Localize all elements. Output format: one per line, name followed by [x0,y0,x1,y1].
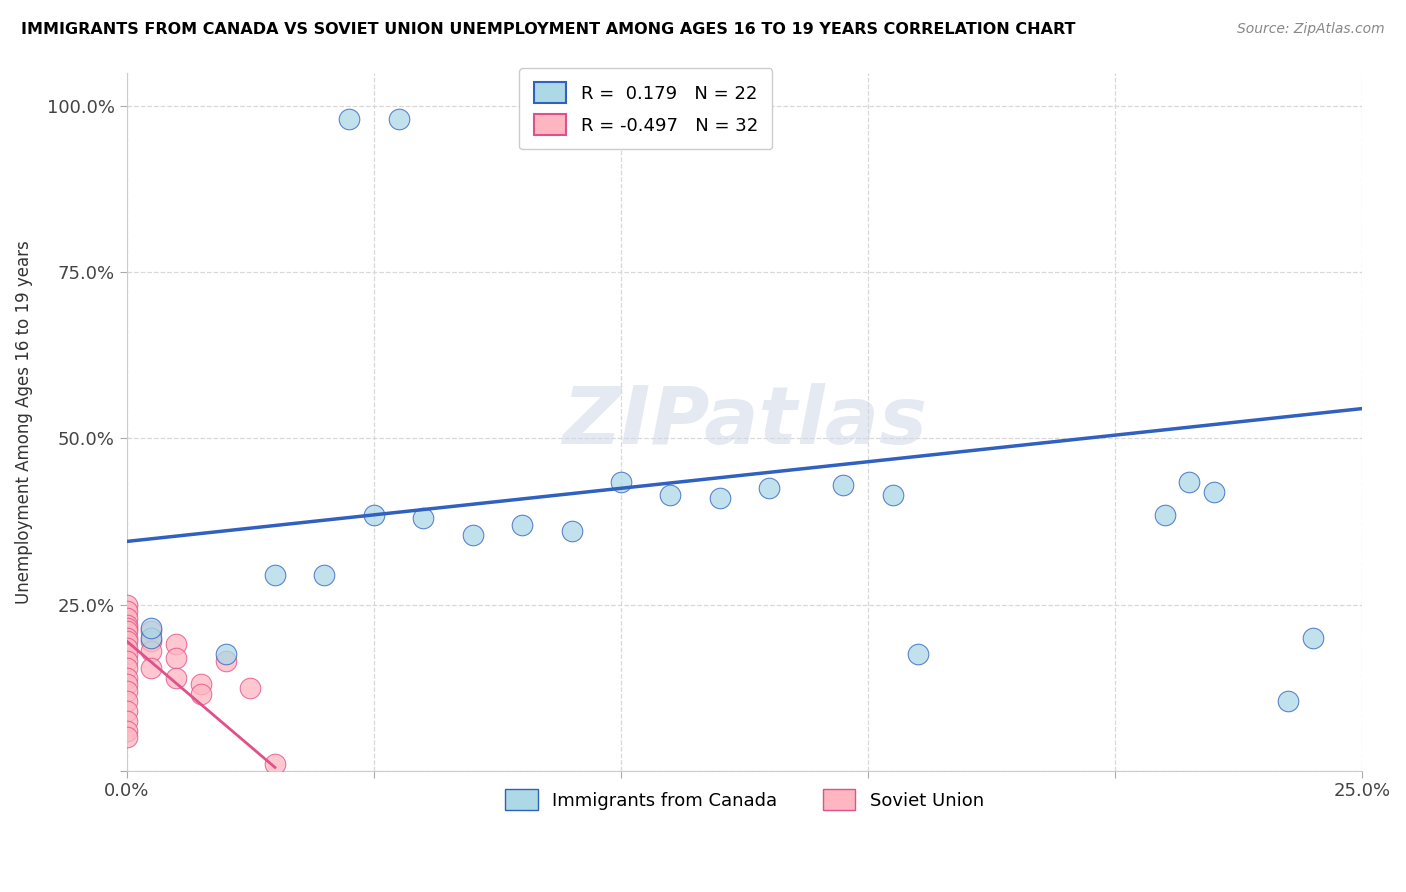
Point [115,611,138,625]
Point [461,528,484,542]
Point [115,677,138,691]
Point [264,567,287,582]
Point [165,650,187,665]
Point [510,517,533,532]
Point [337,112,360,127]
Point [115,704,138,718]
Point [214,648,236,662]
Point [561,524,583,539]
Text: Source: ZipAtlas.com: Source: ZipAtlas.com [1237,22,1385,37]
Point [115,604,138,618]
Point [214,654,236,668]
Point [115,714,138,728]
Text: IMMIGRANTS FROM CANADA VS SOVIET UNION UNEMPLOYMENT AMONG AGES 16 TO 19 YEARS CO: IMMIGRANTS FROM CANADA VS SOVIET UNION U… [21,22,1076,37]
Point [115,624,138,639]
Point [239,681,262,695]
Point [115,621,138,635]
Y-axis label: Unemployment Among Ages 16 to 19 years: Unemployment Among Ages 16 to 19 years [15,240,32,604]
Text: ZIPatlas: ZIPatlas [562,383,927,461]
Point [165,671,187,685]
Point [1302,631,1324,645]
Point [1178,475,1201,489]
Point [115,671,138,685]
Point [115,694,138,708]
Legend: Immigrants from Canada, Soviet Union: Immigrants from Canada, Soviet Union [491,775,998,824]
Point [115,631,138,645]
Point [1204,484,1226,499]
Point [832,478,855,492]
Point [115,598,138,612]
Point [115,648,138,662]
Point [1153,508,1175,522]
Point [412,511,434,525]
Point [610,475,633,489]
Point [115,654,138,668]
Point [115,661,138,675]
Point [141,624,163,639]
Point [141,661,163,675]
Point [115,684,138,698]
Point [1277,694,1299,708]
Point [141,644,163,658]
Point [363,508,385,522]
Point [115,731,138,745]
Point [141,621,163,635]
Point [190,677,212,691]
Point [115,640,138,655]
Point [907,648,929,662]
Point [659,488,682,502]
Point [141,631,163,645]
Point [264,757,287,772]
Point [709,491,731,506]
Point [758,481,780,495]
Point [165,637,187,651]
Point [141,634,163,648]
Point [115,617,138,632]
Point [115,723,138,738]
Point [115,634,138,648]
Point [190,687,212,701]
Point [314,567,336,582]
Point [882,488,904,502]
Point [387,112,409,127]
